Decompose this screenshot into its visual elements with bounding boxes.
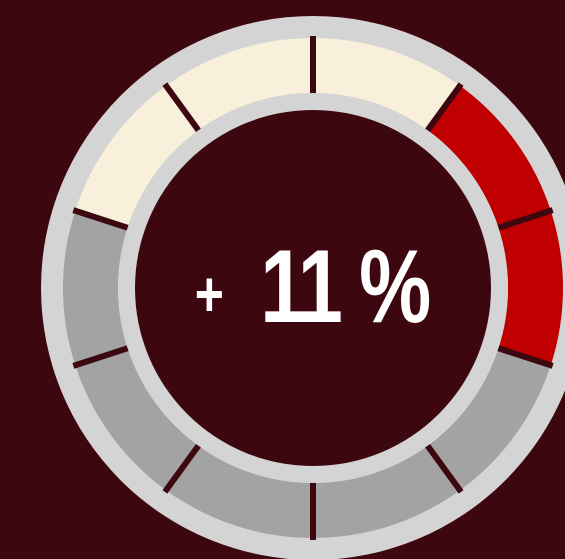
segment [498, 210, 563, 366]
segment [427, 348, 551, 491]
segment [313, 445, 460, 538]
divider [495, 207, 554, 232]
divider [72, 207, 131, 232]
divider [424, 442, 464, 494]
segment [75, 348, 199, 491]
segment [166, 38, 313, 131]
readout: + 11 % [195, 228, 433, 344]
sign: + [195, 259, 224, 330]
segments [62, 36, 563, 540]
divider [162, 442, 202, 494]
segment [62, 210, 128, 366]
divider [162, 82, 202, 134]
center [135, 110, 491, 466]
divider [495, 344, 554, 369]
segment [427, 85, 551, 228]
segment [313, 38, 460, 131]
segment [75, 85, 199, 228]
divider [72, 344, 131, 369]
value: 11 % [260, 228, 429, 344]
segment [166, 445, 313, 538]
divider [424, 82, 464, 134]
